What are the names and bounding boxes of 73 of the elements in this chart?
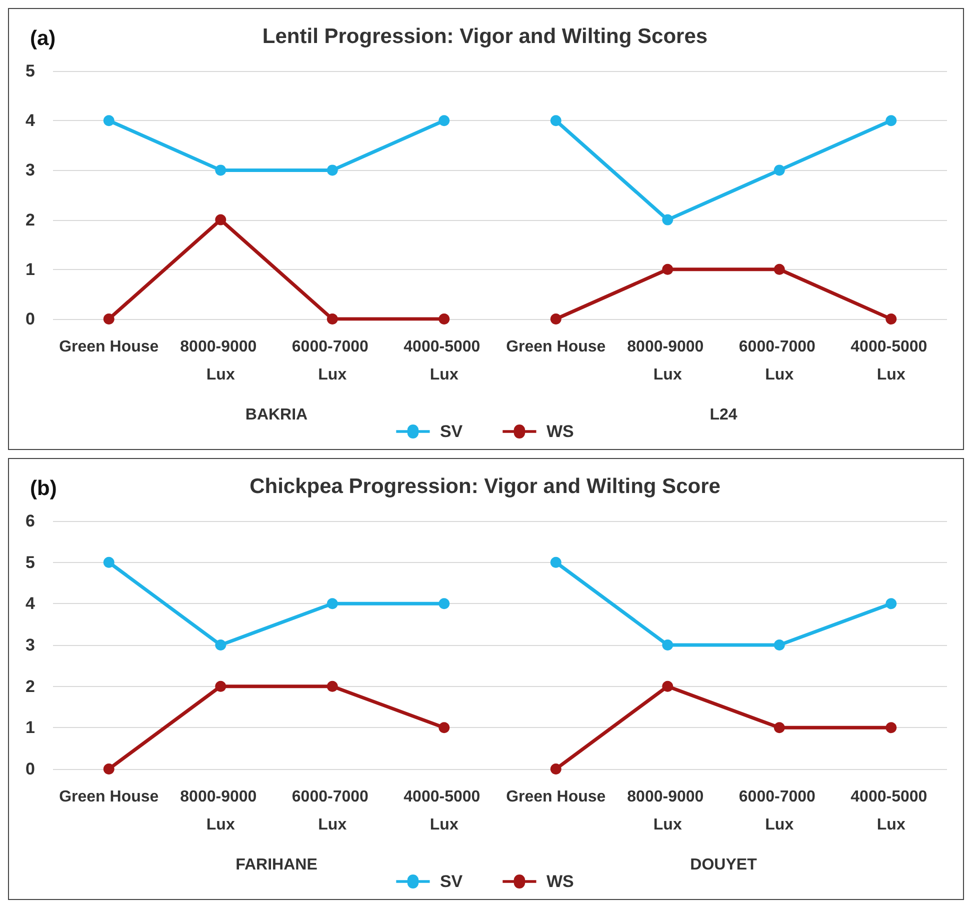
x-tick-label: 6000-7000 Lux	[738, 788, 820, 834]
x-tick-label: 8000-9000 Lux	[180, 788, 262, 834]
point	[886, 722, 897, 734]
text: BAKRIA	[245, 406, 308, 424]
x-tick-label: 8000-9000 Lux	[180, 338, 262, 384]
x-tick-label: 6000-7000 Lux	[738, 338, 820, 384]
legend-label: WS	[546, 422, 574, 441]
point	[886, 314, 897, 324]
y-tick-label: 4	[26, 594, 36, 614]
point	[215, 640, 226, 650]
point	[438, 598, 450, 610]
point	[774, 640, 785, 650]
point	[662, 264, 674, 275]
point	[774, 722, 785, 734]
point	[103, 556, 114, 568]
y-tick-label: 2	[26, 210, 35, 230]
text: L24	[710, 406, 738, 424]
y-tick-label: 1	[26, 718, 35, 738]
point	[326, 314, 338, 324]
x-tick-label: 6000-7000 Lux	[292, 788, 373, 834]
y-tick-label: 3	[26, 636, 35, 654]
x-tick-label: 8000-9000 Lux	[627, 788, 708, 834]
x-tick-label: 4000-5000 Lux	[850, 788, 932, 834]
point	[550, 556, 562, 568]
point	[103, 314, 114, 324]
x-tick-label: 8000-9000 Lux	[627, 338, 708, 384]
chart-subtitle: (a)	[30, 27, 56, 50]
point	[326, 680, 338, 692]
point	[550, 115, 562, 126]
y-tick-label: 3	[26, 160, 35, 180]
y-tick-label: 4	[26, 111, 36, 130]
legend-label: SV	[440, 422, 464, 441]
x-tick-label: Green House	[506, 338, 606, 356]
chart-subtitle: (b)	[30, 477, 57, 500]
legend-label: WS	[546, 872, 574, 891]
y-tick-label: 0	[26, 760, 35, 778]
point	[215, 214, 226, 226]
y-tick-label: 5	[26, 552, 35, 572]
y-tick-label: 1	[26, 260, 35, 279]
y-tick-label: 5	[26, 62, 35, 80]
point	[886, 115, 897, 126]
point	[326, 164, 338, 176]
point	[326, 598, 338, 610]
point	[215, 680, 226, 692]
point	[662, 680, 674, 692]
y-tick-label: 2	[26, 676, 35, 696]
text: DOUYET	[690, 856, 758, 874]
chart-title: Lentil Progression: Vigor and Wilting Scores	[262, 25, 708, 48]
x-tick-label: 6000-7000 Lux	[292, 338, 373, 384]
point	[438, 314, 450, 324]
point	[774, 264, 785, 275]
point	[662, 640, 674, 650]
point	[438, 722, 450, 734]
x-tick-label: Green House	[59, 788, 159, 806]
point	[438, 115, 450, 126]
point	[774, 164, 785, 176]
point	[103, 764, 114, 774]
point	[215, 164, 226, 176]
chart-title: Chickpea Progression: Vigor and Wilting Score	[250, 475, 720, 498]
y-tick-label: 6	[26, 512, 35, 530]
legend-label: SV	[440, 872, 464, 891]
x-tick-label: Green House	[59, 338, 159, 356]
point	[662, 214, 674, 226]
text: FARIHANE	[236, 856, 318, 874]
x-tick-label: 4000-5000 Lux	[404, 338, 485, 384]
x-tick-label: 4000-5000 Lux	[850, 338, 932, 384]
point	[103, 115, 114, 126]
x-tick-label: Green House	[506, 788, 606, 806]
x-tick-label: 4000-5000 Lux	[404, 788, 485, 834]
y-tick-label: 0	[26, 310, 35, 328]
point	[886, 598, 897, 610]
point	[550, 764, 562, 774]
point	[550, 314, 562, 324]
